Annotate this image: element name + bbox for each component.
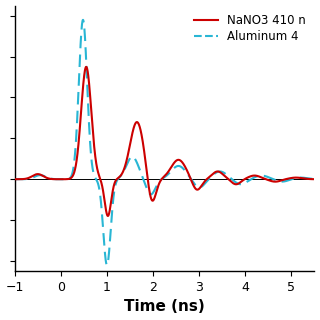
NaNO3 410 n [84, 65, 88, 69]
NaNO3 410 n [141, 140, 145, 144]
NaNO3 410 n [275, 180, 278, 183]
NaNO3 410 n [307, 177, 311, 181]
Aluminum 4 [47, 176, 51, 180]
NaNO3 410 n [47, 177, 51, 180]
NaNO3 410 n [65, 177, 68, 181]
NaNO3 410 n [106, 214, 110, 218]
Aluminum 4 [307, 177, 311, 180]
Aluminum 4 [128, 156, 132, 160]
Line: NaNO3 410 n: NaNO3 410 n [15, 67, 315, 216]
Aluminum 4 [105, 263, 109, 267]
X-axis label: Time (ns): Time (ns) [124, 300, 205, 315]
Aluminum 4 [65, 177, 68, 181]
NaNO3 410 n [313, 177, 316, 181]
Legend: NaNO3 410 n, Aluminum 4: NaNO3 410 n, Aluminum 4 [190, 9, 311, 48]
Aluminum 4 [275, 179, 278, 182]
NaNO3 410 n [128, 143, 132, 147]
Aluminum 4 [81, 18, 85, 22]
Aluminum 4 [313, 177, 316, 181]
Aluminum 4 [141, 176, 145, 180]
Line: Aluminum 4: Aluminum 4 [15, 20, 315, 265]
NaNO3 410 n [13, 177, 17, 181]
Aluminum 4 [13, 177, 17, 181]
